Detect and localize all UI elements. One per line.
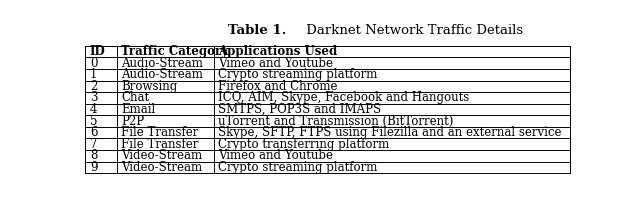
Text: Chat: Chat (121, 91, 149, 105)
Text: Video-Stream: Video-Stream (121, 149, 202, 162)
Text: Traffic Category: Traffic Category (121, 45, 228, 58)
Text: Audio-Stream: Audio-Stream (121, 68, 203, 81)
Text: Email: Email (121, 103, 156, 116)
Text: Crypto streaming platform: Crypto streaming platform (218, 68, 377, 81)
Text: 4: 4 (90, 103, 97, 116)
Text: 0: 0 (90, 57, 97, 70)
Text: uTorrent and Transmission (BitTorrent): uTorrent and Transmission (BitTorrent) (218, 115, 453, 128)
Text: P2P: P2P (121, 115, 144, 128)
Text: Crypto transferring platform: Crypto transferring platform (218, 138, 389, 151)
Text: Video-Stream: Video-Stream (121, 161, 202, 174)
Text: Darknet Network Traffic Details: Darknet Network Traffic Details (302, 24, 523, 37)
Text: ICQ, AIM, Skype, Facebook and Hangouts: ICQ, AIM, Skype, Facebook and Hangouts (218, 91, 469, 105)
Text: 8: 8 (90, 149, 97, 162)
Text: ID: ID (90, 45, 106, 58)
Text: Applications Used: Applications Used (218, 45, 337, 58)
Text: 3: 3 (90, 91, 97, 105)
Text: SMTPS, POP3S and IMAPS: SMTPS, POP3S and IMAPS (218, 103, 381, 116)
Text: Audio-Stream: Audio-Stream (121, 57, 203, 70)
Text: 1: 1 (90, 68, 97, 81)
Text: 2: 2 (90, 80, 97, 93)
Text: 7: 7 (90, 138, 97, 151)
Text: 5: 5 (90, 115, 97, 128)
Text: 9: 9 (90, 161, 97, 174)
Text: Skype, SFTP, FTPS using Filezilla and an external service: Skype, SFTP, FTPS using Filezilla and an… (218, 126, 561, 139)
Text: Table 1.: Table 1. (228, 24, 286, 37)
Text: Vimeo and Youtube: Vimeo and Youtube (218, 57, 333, 70)
Text: Crypto streaming platform: Crypto streaming platform (218, 161, 377, 174)
Text: File Transfer: File Transfer (121, 126, 198, 139)
Text: Vimeo and Youtube: Vimeo and Youtube (218, 149, 333, 162)
Text: Firefox and Chrome: Firefox and Chrome (218, 80, 337, 93)
Text: Browsing: Browsing (121, 80, 177, 93)
Text: File Transfer: File Transfer (121, 138, 198, 151)
Text: 6: 6 (90, 126, 97, 139)
